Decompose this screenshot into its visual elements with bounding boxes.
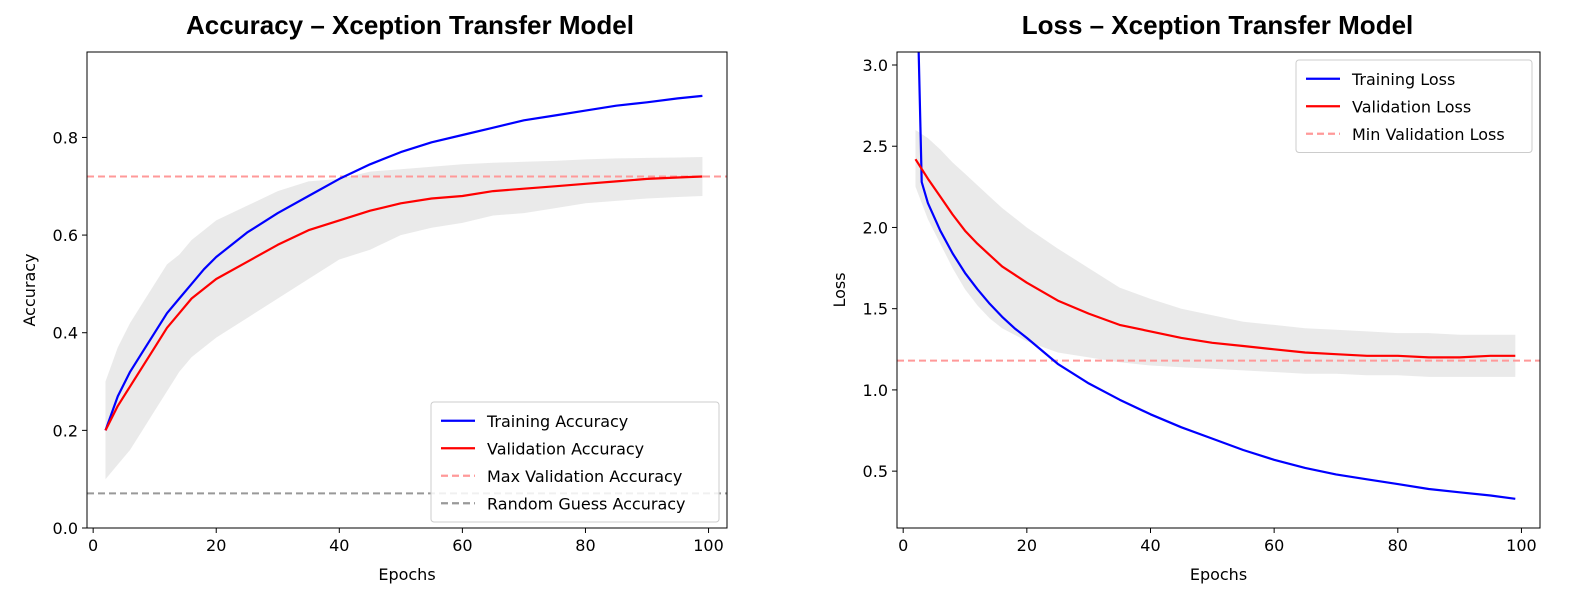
x-tick-label: 80 <box>575 536 595 555</box>
x-tick-label: 100 <box>1506 536 1537 555</box>
x-tick-label: 0 <box>88 536 98 555</box>
series-line <box>917 52 1516 500</box>
legend-label: Training Loss <box>1351 70 1455 89</box>
legend-label: Training Accuracy <box>486 412 628 431</box>
x-tick-label: 40 <box>1140 536 1160 555</box>
axes-frame <box>86 51 728 529</box>
loss-chart-panel: Loss – Xception Transfer Model 0 20 40 60 80… <box>800 0 1595 601</box>
x-tick-label: 80 <box>1388 536 1408 555</box>
loss-chart: 0 20 40 60 80 100 0.5 1.0 1.5 2.0 2.5 3.0 Epochs Loss… <box>830 51 1541 584</box>
x-tick-label: 100 <box>693 536 724 555</box>
legend-label: Random Guess Accuracy <box>487 494 686 513</box>
series-line <box>104 175 703 431</box>
legend-box <box>1295 59 1533 153</box>
x-tick-label: 20 <box>1017 536 1037 555</box>
y-tick-label: 0.5 <box>863 462 888 481</box>
legend: Training Accuracy Validation Accuracy Max … <box>430 401 720 523</box>
x-tick-label: 0 <box>898 536 908 555</box>
x-tick-label: 60 <box>1264 536 1284 555</box>
chart-title: Loss – Xception Transfer Model <box>1021 10 1414 40</box>
legend-label: Validation Accuracy <box>487 439 644 458</box>
y-tick-label: 0.4 <box>53 324 78 343</box>
legend-label: Validation Loss <box>1352 97 1471 116</box>
accuracy-chart: 0 20 40 60 80 100 0.0 0.2 0.4 0.6 0.8 Epochs Accurac… <box>20 51 728 584</box>
x-axis-label: Epochs <box>1190 565 1247 584</box>
x-axis-label: Epochs <box>378 565 435 584</box>
x-tick-label: 60 <box>452 536 472 555</box>
y-tick-label: 2.5 <box>863 137 888 156</box>
x-tick-label: 20 <box>206 536 226 555</box>
y-tick-label: 0.6 <box>53 226 78 245</box>
legend-label: Max Validation Accuracy <box>487 467 682 486</box>
y-tick-label: 0.2 <box>53 421 78 440</box>
accuracy-chart-panel: Accuracy – Xception Transfer Model 0 20 40… <box>0 0 780 601</box>
y-tick-label: 3.0 <box>863 56 888 75</box>
y-tick-label: 1.0 <box>863 381 888 400</box>
x-tick-label: 40 <box>329 536 349 555</box>
series-line <box>914 158 1516 359</box>
y-tick-label: 0.8 <box>53 128 78 147</box>
plot-area <box>897 52 1540 500</box>
confidence-band <box>915 130 1516 377</box>
legend-box <box>430 401 720 523</box>
y-tick-label: 0.0 <box>53 519 78 538</box>
axes-frame <box>896 51 1541 529</box>
series-line <box>104 94 703 431</box>
y-axis-label: Accuracy <box>20 253 39 326</box>
y-axis-label: Loss <box>830 272 849 307</box>
confidence-band <box>105 157 703 480</box>
y-tick-label: 1.5 <box>863 300 888 319</box>
y-tick-label: 2.0 <box>863 218 888 237</box>
chart-title: Accuracy – Xception Transfer Model <box>186 10 634 40</box>
legend: Training Loss Validation Loss Min Validati… <box>1295 59 1533 153</box>
legend-label: Min Validation Loss <box>1352 125 1505 144</box>
